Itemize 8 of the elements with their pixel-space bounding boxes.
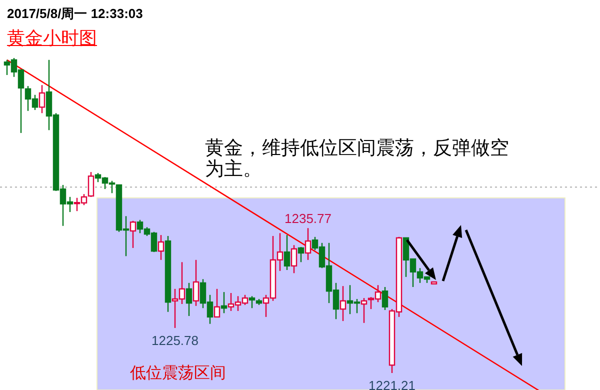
annotation: 1235.77	[284, 211, 332, 226]
annotation: 1225.78	[152, 332, 198, 348]
annotation: 1221.21	[368, 378, 416, 390]
chart-subtitle: 2017/5/8/周一 12:33:03	[7, 5, 143, 23]
candlestick	[340, 285, 346, 322]
annotation: 黄金，维持低位区间震荡，反弹做空为主。	[205, 137, 510, 180]
band-label: 低位震荡区间	[130, 363, 226, 382]
chart-title: 黄金小时图	[7, 27, 97, 50]
